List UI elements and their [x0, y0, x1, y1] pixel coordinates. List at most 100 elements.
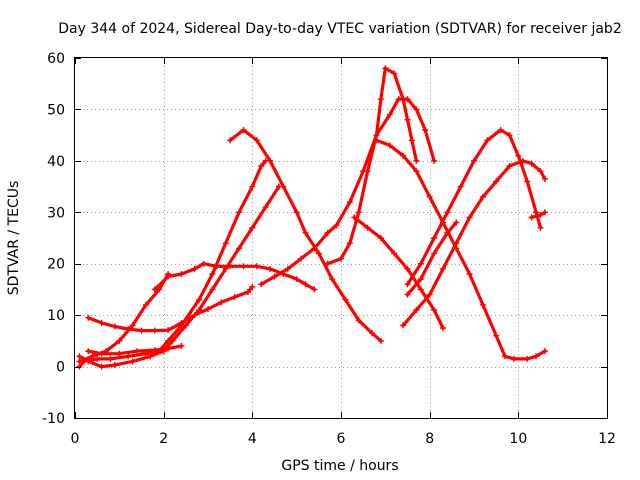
data-point [426, 291, 433, 298]
data-point [85, 348, 92, 355]
y-tick-label: 10 [47, 308, 65, 324]
data-point [293, 209, 300, 216]
data-point [524, 355, 531, 362]
data-point [457, 183, 464, 190]
data-point [129, 322, 136, 329]
data-point [178, 343, 185, 349]
data-point [298, 255, 305, 262]
data-point [537, 224, 544, 231]
data-point [213, 263, 220, 270]
data-point [231, 294, 238, 301]
chart-title: Day 344 of 2024, Sidereal Day-to-day VTE… [58, 21, 621, 37]
data-point [284, 265, 291, 272]
data-point [541, 209, 548, 216]
data-point [346, 199, 353, 205]
data-point [240, 127, 247, 133]
data-point [417, 260, 424, 267]
data-point [377, 337, 384, 344]
data-point [373, 132, 380, 139]
data-point [346, 240, 353, 247]
data-point [253, 263, 260, 270]
data-point [262, 204, 269, 211]
data-point [351, 214, 358, 221]
data-point [111, 323, 118, 330]
data-point [244, 289, 251, 295]
data-point [391, 250, 398, 257]
x-tick-label: 8 [425, 431, 434, 447]
x-tick-label: 6 [337, 431, 346, 447]
data-point [116, 350, 123, 357]
data-point [338, 255, 344, 262]
data-point [515, 152, 522, 159]
data-point [400, 152, 407, 159]
data-point [426, 193, 433, 200]
series-sat-i [324, 65, 420, 267]
data-point [533, 209, 540, 216]
x-tick-label: 2 [159, 431, 168, 447]
data-point [315, 250, 322, 257]
data-point [404, 116, 411, 123]
plot-frame [74, 57, 608, 419]
data-point [85, 314, 92, 321]
data-point [249, 283, 256, 290]
y-axis-label: SDTVAR / TECUs [6, 181, 22, 296]
data-point [178, 319, 185, 326]
data-point [236, 209, 243, 216]
x-tick-label: 4 [248, 431, 257, 447]
y-tick-label: 30 [47, 205, 65, 221]
data-point [342, 296, 349, 303]
data-point [111, 362, 118, 369]
data-point [431, 250, 438, 257]
data-point [497, 127, 504, 133]
data-point [413, 106, 420, 113]
data-point [271, 273, 278, 280]
series-sat-a [76, 157, 269, 370]
data-point [324, 229, 331, 236]
series-line [77, 185, 281, 369]
data-point [377, 235, 384, 241]
data-point [413, 157, 420, 164]
data-point [191, 265, 198, 272]
data-point [76, 363, 83, 370]
data-point [541, 348, 548, 355]
data-point [191, 312, 198, 319]
series-sat-l [404, 127, 544, 288]
data-point [98, 319, 105, 326]
data-point [417, 286, 424, 293]
data-point [537, 168, 544, 175]
data-point [196, 296, 203, 303]
x-tick-label: 0 [71, 431, 80, 447]
data-point [528, 214, 535, 221]
data-point [466, 271, 473, 277]
y-tick-label: 60 [47, 51, 65, 67]
data-point [311, 245, 318, 252]
data-point [404, 281, 411, 288]
data-point [439, 265, 446, 272]
data-point [249, 183, 256, 190]
x-tick-label: 12 [598, 431, 616, 447]
data-point [333, 222, 340, 229]
data-point [471, 157, 477, 164]
data-point [519, 157, 526, 164]
data-point [293, 276, 300, 283]
series-line [77, 159, 268, 369]
data-point [151, 286, 158, 293]
data-point [386, 111, 393, 118]
series-sat-n [404, 219, 460, 298]
series-line [405, 128, 543, 286]
data-point [258, 163, 265, 169]
series-sat-j [351, 214, 446, 331]
data-point [422, 127, 429, 133]
data-point [200, 260, 207, 267]
y-tick-label: 50 [47, 102, 65, 118]
data-point [258, 281, 265, 288]
data-point [76, 353, 83, 360]
y-tick-label: 20 [47, 257, 65, 273]
data-point [227, 263, 234, 270]
data-point [400, 322, 407, 329]
data-point [103, 348, 110, 355]
data-point [169, 337, 176, 344]
data-point [107, 355, 114, 362]
data-point [400, 96, 407, 103]
data-point [506, 163, 513, 169]
